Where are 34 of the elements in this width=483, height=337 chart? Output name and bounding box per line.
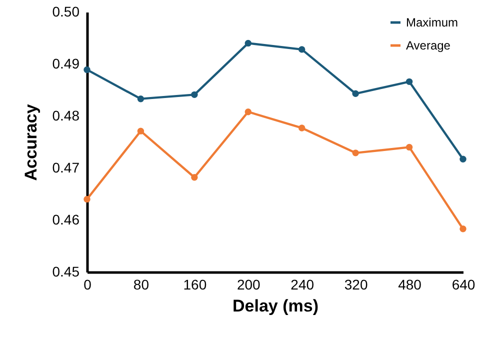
point xyxy=(191,174,198,181)
x-tick-label: 640 xyxy=(452,276,476,292)
y-tick-label: 0.50 xyxy=(52,4,80,20)
point xyxy=(406,78,413,86)
point xyxy=(191,91,198,98)
x-tick-label: 480 xyxy=(398,276,422,292)
point xyxy=(298,124,306,132)
point xyxy=(352,150,359,156)
point xyxy=(84,66,90,74)
y-tick-label: 0.45 xyxy=(52,264,80,280)
y-tick-label: 0.47 xyxy=(52,160,80,176)
point xyxy=(460,156,466,163)
x-tick-label: 240 xyxy=(290,276,314,292)
legend-label: Maximum xyxy=(406,16,458,30)
x-tick-label: 160 xyxy=(183,276,207,292)
x-axis-title: Delay (ms) xyxy=(232,296,318,316)
point xyxy=(244,108,252,116)
y-tick-label: 0.48 xyxy=(52,108,80,124)
legend-label: Average xyxy=(406,38,451,52)
point xyxy=(460,225,466,232)
point xyxy=(352,90,359,97)
y-axis-title: Accuracy xyxy=(21,104,40,181)
point xyxy=(137,128,144,134)
point xyxy=(244,40,252,47)
y-tick-label: 0.49 xyxy=(52,56,80,72)
x-tick-label: 80 xyxy=(133,276,150,292)
x-tick-label: 0 xyxy=(84,276,92,292)
y-tick-label: 0.46 xyxy=(52,212,80,228)
point xyxy=(84,196,90,203)
point xyxy=(298,46,306,53)
point xyxy=(406,144,413,151)
x-tick-label: 200 xyxy=(236,276,261,292)
point xyxy=(137,95,144,102)
x-tick-label: 320 xyxy=(344,276,368,292)
